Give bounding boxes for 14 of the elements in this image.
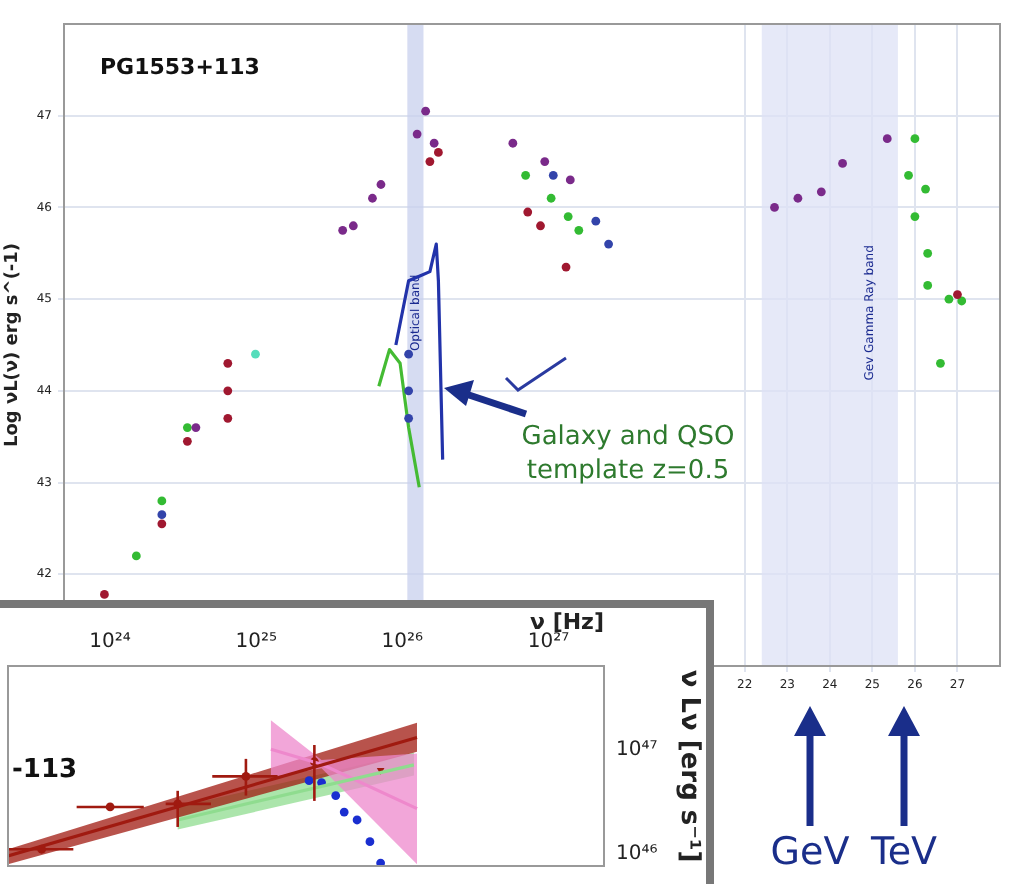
x-tick-label: 10²⁴ (89, 631, 131, 654)
y-axis-title: ν Lν [erg s⁻¹] (673, 669, 704, 863)
y-tick-label: 10⁴⁶ (616, 842, 658, 865)
y-tick-label: 10⁴⁷ (616, 738, 658, 761)
x-tick-label: 10²⁶ (381, 631, 424, 654)
text: GeV (768, 828, 852, 876)
text: TeV (870, 830, 938, 874)
y-axis-title: Log νL(ν) erg s^(-1) (3, 242, 24, 448)
x-tick-label: 10²⁵ (235, 631, 277, 654)
x-axis-title: ν [Hz] (530, 608, 604, 635)
x-tick-label: 10²⁷ (527, 631, 570, 654)
annotation: Galaxy and QSO template z=0.5 (519, 420, 737, 488)
text: -113 (12, 754, 78, 785)
text: PG1553+113 (100, 53, 260, 80)
